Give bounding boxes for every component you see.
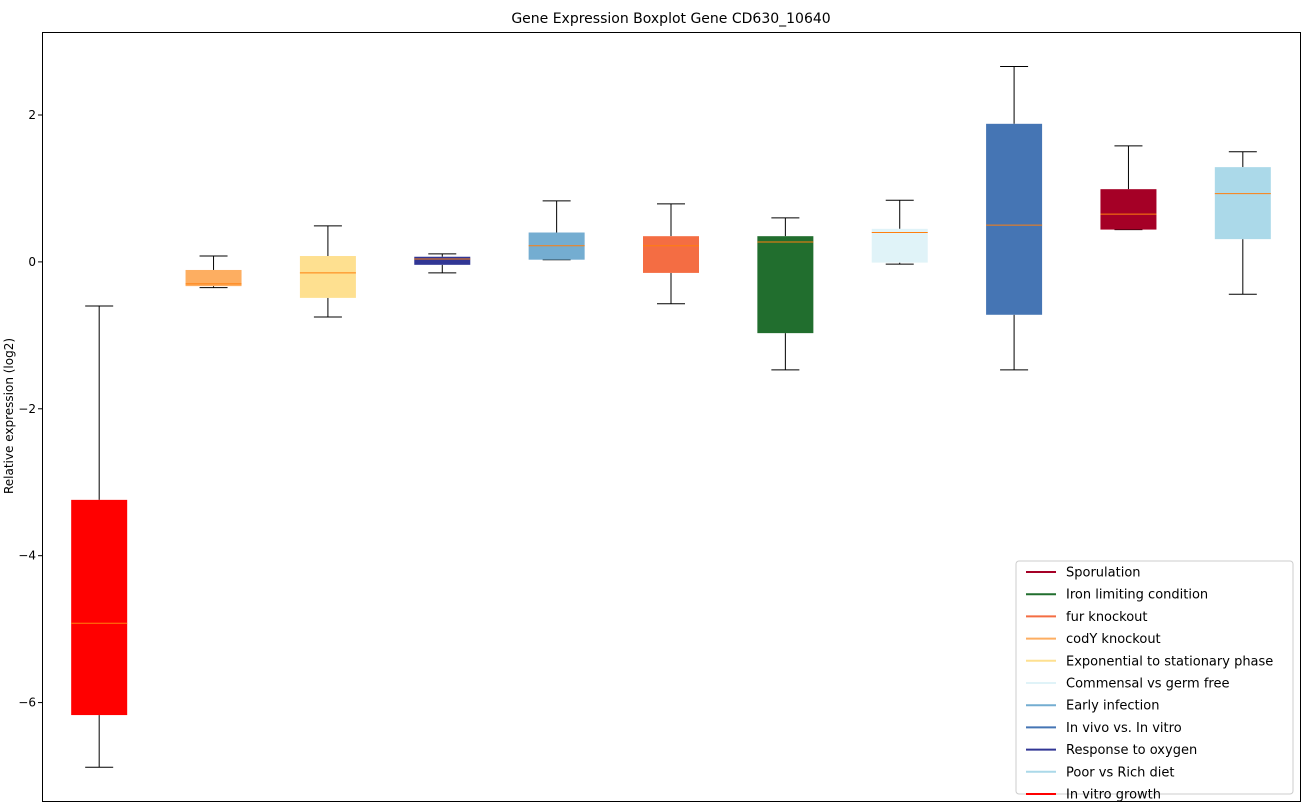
plot-frame — [42, 32, 1301, 802]
y-tick-label: −4 — [18, 549, 36, 563]
box — [643, 236, 699, 273]
box-group — [414, 253, 471, 274]
box — [1100, 189, 1157, 230]
legend-frame — [1015, 560, 1294, 795]
y-tick-label: −2 — [18, 402, 36, 416]
box-group — [1100, 145, 1157, 231]
box — [986, 123, 1043, 315]
legend-label: Response to oxygen — [1066, 743, 1197, 758]
box-group — [643, 203, 699, 305]
legend-label: In vitro growth — [1066, 788, 1161, 803]
chart-title: Gene Expression Boxplot Gene CD630_10640 — [511, 11, 830, 27]
box-group — [1214, 151, 1271, 295]
y-tick-label: −6 — [18, 696, 36, 710]
box — [757, 236, 814, 334]
box — [871, 228, 928, 263]
box — [71, 499, 128, 716]
y-tick-label: 2 — [28, 108, 36, 122]
box-group — [299, 225, 356, 318]
box-group — [528, 200, 585, 261]
legend-label: Exponential to stationary phase — [1066, 654, 1273, 669]
legend-label: Iron limiting condition — [1066, 588, 1208, 603]
box — [185, 269, 242, 287]
legend-label: fur knockout — [1066, 610, 1148, 625]
legend-label: Commensal vs germ free — [1066, 677, 1229, 692]
legend-label: Poor vs Rich diet — [1066, 765, 1174, 780]
legend-label: In vivo vs. In vitro — [1066, 721, 1182, 736]
box-group — [986, 66, 1043, 371]
box-group — [185, 255, 242, 289]
legend-label: codY knockout — [1066, 632, 1161, 647]
box-group — [71, 305, 128, 768]
legend: Sporulation Iron limiting condition fur kn… — [1015, 560, 1294, 803]
legend-label: Sporulation — [1066, 566, 1141, 581]
box-group — [871, 199, 928, 265]
y-tick-label: 0 — [28, 255, 36, 269]
box — [414, 256, 471, 265]
box-group — [757, 217, 814, 371]
box — [299, 256, 356, 298]
box — [1214, 167, 1271, 240]
y-axis-label: Relative expression (log2) — [2, 338, 16, 494]
legend-label: Early infection — [1066, 699, 1159, 714]
